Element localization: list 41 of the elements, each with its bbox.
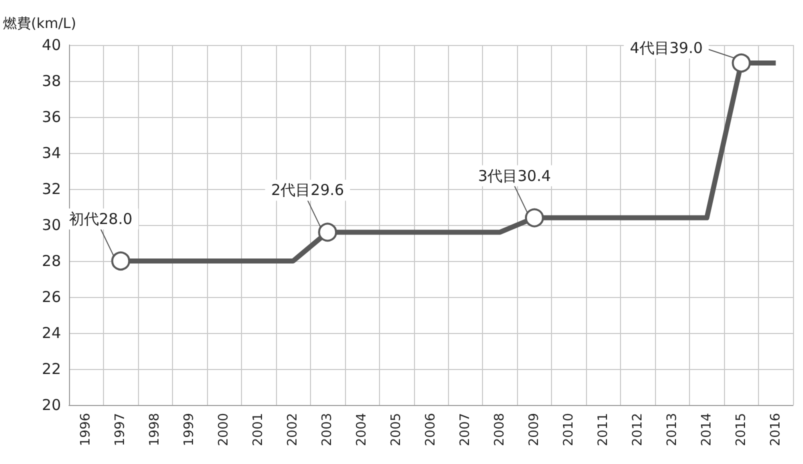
y-tick-label: 30: [42, 216, 61, 234]
x-tick-label: 2011: [596, 413, 611, 446]
x-tick-label: 2009: [526, 413, 542, 446]
x-tick-label: 2002: [286, 413, 301, 446]
y-tick-label: 22: [42, 360, 61, 378]
x-tick-label: 2015: [734, 413, 749, 446]
x-tick-label: 2005: [389, 413, 404, 446]
x-tick-label: 2013: [664, 413, 680, 446]
x-tick-label: 2008: [492, 413, 508, 446]
x-tick-label: 2001: [251, 413, 266, 446]
x-tick-label: 2007: [458, 413, 473, 446]
x-tick-label: 2004: [354, 413, 370, 446]
x-tick-label: 2010: [561, 413, 576, 446]
y-tick-label: 26: [42, 288, 61, 306]
y-tick-label: 36: [42, 108, 61, 126]
y-tick-label: 20: [42, 396, 61, 414]
y-tick-label: 40: [42, 36, 61, 54]
y-axis-title: 燃費(km/L): [3, 16, 76, 32]
x-tick-label: 1999: [182, 413, 198, 446]
x-tick-label: 2014: [699, 413, 714, 446]
x-tick-label: 2003: [320, 413, 336, 446]
x-tick-label: 2000: [216, 413, 232, 446]
y-tick-label: 34: [42, 144, 61, 162]
point: [318, 222, 338, 242]
y-tick-label: 24: [42, 324, 61, 342]
y-tick-label: 38: [42, 72, 61, 90]
point: [524, 208, 544, 228]
annotation: 初代28.0: [69, 210, 132, 228]
annotation: 2代目29.6: [271, 181, 344, 200]
point: [732, 54, 751, 72]
point: [111, 252, 130, 270]
x-tick-label: 1996: [78, 413, 94, 446]
annotation: 4代目39.0: [630, 39, 703, 57]
x-tick-label: 2012: [630, 413, 646, 446]
x-tick-label: 2006: [424, 413, 438, 446]
y-tick-label: 28: [42, 252, 61, 270]
x-tick-label: 1998: [148, 413, 163, 446]
y-tick-label: 32: [42, 180, 61, 198]
annotation: 3代目30.4: [478, 166, 551, 185]
x-tick-label: 2016: [768, 413, 784, 446]
x-tick-label: 1997: [113, 413, 128, 446]
